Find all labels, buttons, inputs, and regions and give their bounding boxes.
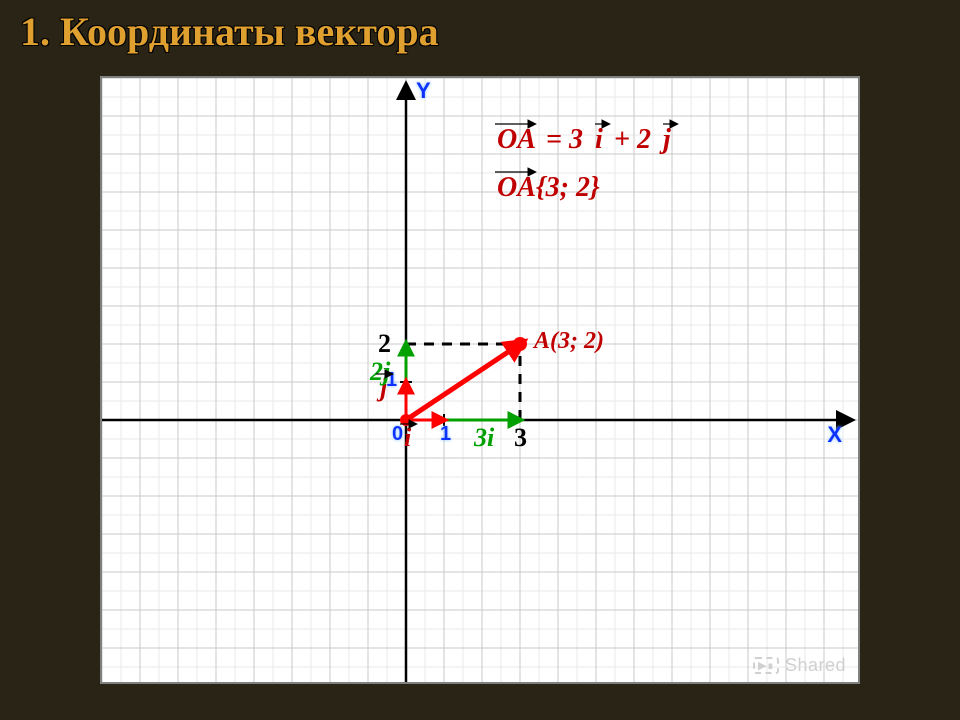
label-point-A: A(3; 2) <box>532 328 604 354</box>
svg-text:OA = 3i + 2j: OA = 3i + 2j <box>497 124 671 155</box>
tick-label-3: 3 <box>514 423 527 452</box>
origin-label: 0 <box>392 423 403 445</box>
tick-label-2: 2 <box>378 329 391 358</box>
watermark: ▶∎ Shared <box>753 655 846 676</box>
equation-OA-decomposition: OA = 3i + 2j <box>495 124 677 155</box>
axis-label-y: Y <box>416 78 431 103</box>
label-2j: 2j <box>369 357 391 386</box>
slide-title: 1. Координаты вектора <box>20 8 439 55</box>
coordinate-plot: X Y 0 1 1 2 3 i j 3i 2j A(3; 2) <box>102 78 858 682</box>
unit-x-label: 1 <box>440 423 451 445</box>
axis-label-x: X <box>827 422 842 447</box>
graph-panel: X Y 0 1 1 2 3 i j 3i 2j A(3; 2) <box>100 76 860 684</box>
grid <box>102 78 858 682</box>
equation-OA-coords: OA{3; 2} <box>495 172 600 203</box>
label-i: i <box>404 423 412 452</box>
svg-text:OA{3; 2}: OA{3; 2} <box>497 172 600 203</box>
point-A <box>513 337 527 351</box>
watermark-text: Shared <box>785 655 846 675</box>
label-3i: 3i <box>473 423 495 452</box>
watermark-icon: ▶∎ <box>753 657 779 674</box>
